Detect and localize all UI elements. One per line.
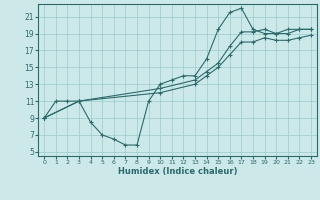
X-axis label: Humidex (Indice chaleur): Humidex (Indice chaleur) [118,167,237,176]
